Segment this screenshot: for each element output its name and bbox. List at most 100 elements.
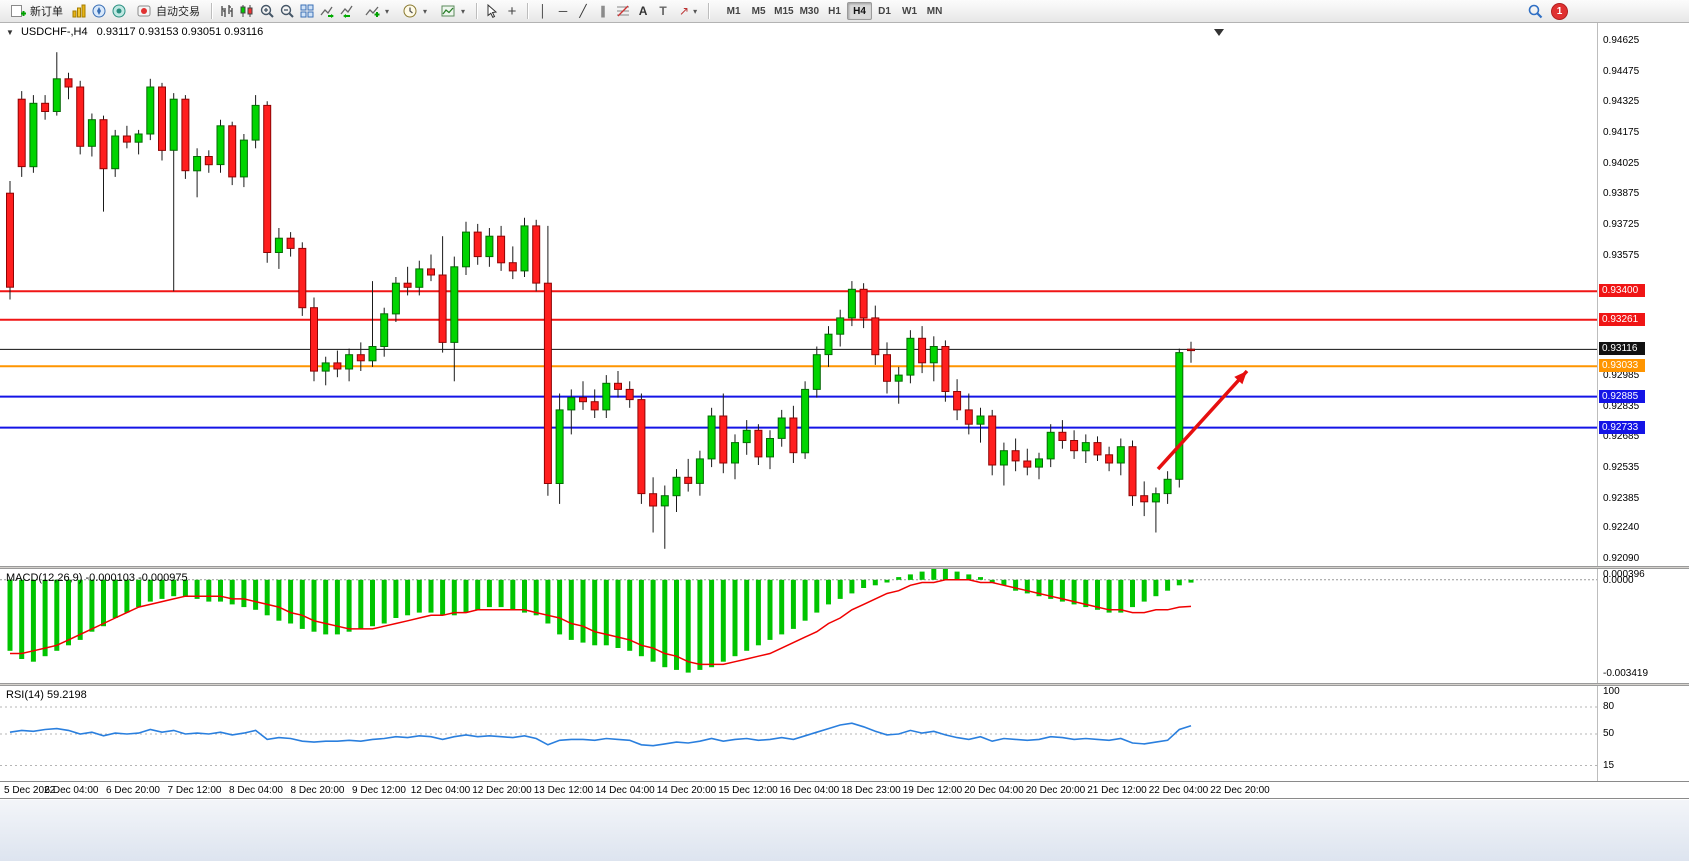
bear-candle xyxy=(204,156,213,166)
macd-histogram-bar xyxy=(826,579,831,605)
bull-candle xyxy=(29,102,38,168)
candlestick-chart-icon[interactable] xyxy=(238,2,256,21)
pane-splitter[interactable] xyxy=(0,566,1689,569)
bear-candle xyxy=(579,397,587,403)
macd-histogram-bar xyxy=(241,579,247,608)
bull-candle xyxy=(415,268,424,288)
channel-icon[interactable]: ∥ xyxy=(600,3,607,18)
bull-candle xyxy=(777,417,786,439)
macd-axis[interactable]: 0.000396 0.0000 -0.003419 xyxy=(1597,569,1689,683)
timeframe-h4[interactable]: H4 xyxy=(847,2,873,20)
macd-histogram-bar xyxy=(7,579,13,651)
bull-candle xyxy=(1151,493,1160,503)
timeframe-m30[interactable]: M30 xyxy=(799,6,820,17)
bear-candle xyxy=(122,135,131,143)
rsi-tick: 15 xyxy=(1603,759,1615,771)
price-tick: 0.92240 xyxy=(1603,522,1640,534)
periods-button[interactable]: ▾ xyxy=(396,2,432,21)
bear-candle xyxy=(871,317,880,356)
horizontal-line-icon[interactable]: ─ xyxy=(558,3,568,18)
macd-histogram-bar xyxy=(206,579,212,602)
macd-histogram-bar xyxy=(568,579,574,640)
arrows-button[interactable]: ↗ ▾ xyxy=(674,2,702,21)
timeframe-w1[interactable]: W1 xyxy=(902,6,918,17)
bear-candle xyxy=(158,86,166,151)
toolbar-separator xyxy=(211,3,212,19)
search-icon[interactable] xyxy=(1526,2,1544,21)
price-plot xyxy=(0,29,1597,549)
macd-histogram-bar xyxy=(1048,579,1054,599)
pane-splitter[interactable] xyxy=(0,683,1689,686)
time-axis-label: 16 Dec 04:00 xyxy=(779,785,840,796)
timeframe-group: M1 M5 M15 M30 H1 H4 D1 W1 MN xyxy=(721,2,947,20)
bull-candle xyxy=(52,78,61,112)
timeframe-m5[interactable]: M5 xyxy=(751,6,766,17)
rsi-axis[interactable]: 100 80 50 15 xyxy=(1597,686,1689,781)
timeframe-mn[interactable]: MN xyxy=(926,6,943,17)
crosshair-icon[interactable]: + xyxy=(507,2,517,20)
trend-arrow-head[interactable] xyxy=(1234,371,1247,385)
timeframe-d1[interactable]: D1 xyxy=(878,6,891,17)
autotrading-label: 自动交易 xyxy=(156,6,200,18)
price-axis[interactable]: 0.94625 0.94475 0.94325 0.94175 0.94025 0.938… xyxy=(1597,23,1689,566)
chart-shift-icon[interactable] xyxy=(338,2,356,21)
macd-histogram-bar xyxy=(147,579,153,602)
fibonacci-icon[interactable] xyxy=(614,2,632,21)
macd-histogram-bar xyxy=(381,579,387,624)
macd-histogram-bar xyxy=(533,579,539,616)
time-axis[interactable]: 5 Dec 2022 6 Dec 04:00 6 Dec 20:00 7 Dec 12… xyxy=(0,781,1689,798)
add-indicator-button[interactable]: ▾ xyxy=(358,2,394,21)
price-tick: 0.93875 xyxy=(1603,188,1640,200)
macd-histogram-bar xyxy=(89,579,95,632)
bear-candle xyxy=(438,274,447,343)
zoom-out-icon[interactable] xyxy=(278,2,296,21)
autotrading-button[interactable]: 自动交易 xyxy=(130,2,205,21)
timeframe-m1[interactable]: M1 xyxy=(726,6,741,17)
timeframe-h1[interactable]: H1 xyxy=(828,6,841,17)
bear-candle xyxy=(1011,450,1020,462)
trend-arrow[interactable] xyxy=(1156,369,1249,471)
notification-badge[interactable]: 1 xyxy=(1552,3,1567,19)
bar-chart-icon[interactable] xyxy=(218,2,236,21)
macd-histogram-bar xyxy=(218,579,223,602)
text-icon[interactable]: A xyxy=(638,3,648,18)
macd-tick: -0.003419 xyxy=(1603,668,1649,680)
tile-windows-icon[interactable] xyxy=(298,2,316,21)
templates-button[interactable]: ▾ xyxy=(434,2,470,21)
macd-tick: 0.0000 xyxy=(1603,574,1634,586)
macd-histogram-bar xyxy=(744,579,750,651)
chevron-down-icon: ▾ xyxy=(423,6,428,16)
rsi-plot xyxy=(0,706,1597,766)
navigator-icon[interactable] xyxy=(90,2,108,21)
bull-candle xyxy=(555,409,564,484)
macd-histogram-bar xyxy=(638,579,644,657)
macd-histogram-bar xyxy=(19,579,25,659)
cursor-icon[interactable] xyxy=(483,2,501,21)
bull-candle xyxy=(929,346,938,364)
macd-histogram-bar xyxy=(1118,579,1124,613)
rsi-tick: 50 xyxy=(1603,728,1615,739)
market-watch-icon[interactable] xyxy=(70,2,88,21)
timeframe-m15[interactable]: M15 xyxy=(774,6,794,17)
bull-candle xyxy=(485,235,494,258)
bull-candle xyxy=(193,156,202,172)
bull-candle xyxy=(695,458,704,484)
macd-histogram-bar xyxy=(264,579,270,616)
ohlc-values: 0.93117 0.93153 0.93051 0.93116 xyxy=(96,26,264,38)
terminal-icon[interactable] xyxy=(110,2,128,21)
zoom-in-icon[interactable] xyxy=(258,2,276,21)
vertical-line-icon[interactable]: │ xyxy=(539,3,547,18)
bear-candle xyxy=(1058,431,1067,441)
bear-candle xyxy=(988,415,997,466)
new-order-button[interactable]: 新订单 xyxy=(4,2,68,21)
label-icon[interactable]: T xyxy=(659,3,667,18)
auto-scroll-icon[interactable] xyxy=(318,2,336,21)
bull-candle xyxy=(1116,446,1125,464)
one-click-trading-toggle-icon[interactable]: ▼ xyxy=(6,28,14,37)
trendline-icon[interactable]: ╱ xyxy=(579,3,587,18)
macd-histogram-bar xyxy=(229,579,235,605)
macd-histogram-bar xyxy=(54,579,60,651)
macd-histogram-bar xyxy=(463,579,469,613)
toolbar-separator xyxy=(476,3,478,19)
bear-candle xyxy=(310,307,318,372)
